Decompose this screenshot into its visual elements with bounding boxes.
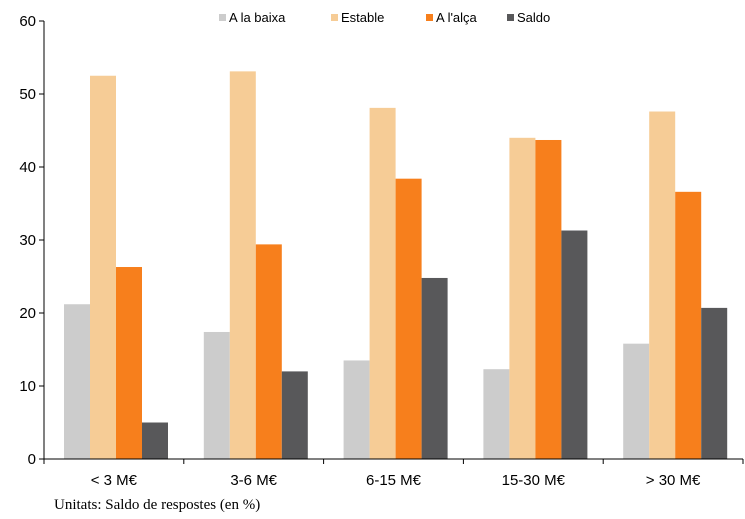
x-tick-label: < 3 M€	[91, 472, 138, 489]
bars	[64, 71, 728, 460]
legend-swatch-a-l-al-a	[426, 14, 433, 21]
legend-swatch-a-la-baixa	[219, 14, 226, 21]
bar-a-la-baixa-6-15-m	[343, 360, 370, 459]
y-tick-label: 20	[19, 305, 36, 322]
y-tick-label: 30	[19, 232, 36, 249]
bar-a-la-baixa-3-6-m	[203, 331, 230, 459]
x-tick-label: > 30 M€	[646, 472, 701, 489]
y-tick-label: 40	[19, 159, 36, 176]
bar-a-la-baixa-30-m	[623, 343, 650, 459]
bar-a-l-al-a-3-m	[116, 267, 142, 459]
bar-estable-30-m	[649, 111, 676, 460]
bar-saldo-3-m	[142, 422, 168, 459]
bar-a-l-al-a-3-6-m	[255, 244, 282, 459]
bar-a-la-baixa-3-m	[64, 304, 90, 459]
bar-estable-6-15-m	[369, 107, 396, 460]
legend-swatch-saldo	[507, 14, 514, 21]
units-footnote: Unitats: Saldo de respostes (en %)	[54, 497, 261, 513]
y-tick-label: 50	[19, 86, 36, 103]
legend-label-a-l-al-a: A l'alça	[436, 10, 478, 25]
x-tick-label: 3-6 M€	[230, 472, 277, 489]
bar-a-l-al-a-30-m	[675, 191, 702, 459]
bar-saldo-30-m	[701, 307, 728, 459]
x-tick-label: 15-30 M€	[502, 472, 566, 489]
bar-estable-3-6-m	[229, 71, 256, 460]
legend: A la baixa Estable A l'alça Saldo	[219, 10, 550, 25]
y-tick-label: 0	[28, 451, 36, 468]
bar-saldo-15-30-m	[561, 230, 588, 459]
bar-saldo-6-15-m	[421, 277, 448, 459]
y-tick-label: 10	[19, 378, 36, 395]
legend-label-estable: Estable	[341, 10, 384, 25]
x-tick-label: 6-15 M€	[366, 472, 422, 489]
bar-a-l-al-a-6-15-m	[395, 178, 422, 459]
x-axis: < 3 M€ 3-6 M€ 6-15 M€ 15-30 M€ > 30 M€	[43, 458, 744, 489]
bar-estable-15-30-m	[509, 137, 536, 460]
y-tick-label: 60	[19, 13, 36, 30]
legend-label-a-la-baixa: A la baixa	[229, 10, 286, 25]
legend-swatch-estable	[331, 14, 338, 21]
y-axis: 0 10 20 30 40 50 60	[19, 13, 45, 468]
legend-label-saldo: Saldo	[517, 10, 550, 25]
bar-chart: A la baixa Estable A l'alça Saldo 0 10 20 30 40…	[19, 10, 744, 489]
bar-a-la-baixa-15-30-m	[483, 369, 510, 459]
bar-a-l-al-a-15-30-m	[535, 139, 562, 460]
bar-saldo-3-6-m	[281, 371, 308, 459]
bar-estable-3-m	[90, 75, 116, 459]
